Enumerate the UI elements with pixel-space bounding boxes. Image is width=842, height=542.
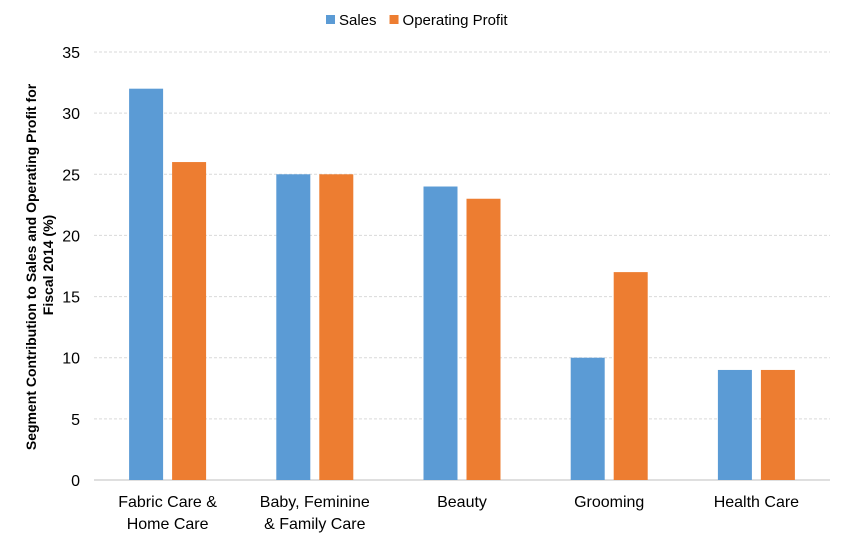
y-axis-title-line-2: Fiscal 2014 (%)	[40, 215, 56, 315]
bar-operating-profit	[466, 198, 501, 480]
y-axis-title: Segment Contribution to Sales and Operat…	[23, 80, 56, 450]
bar-sales	[570, 357, 605, 480]
bar-operating-profit	[760, 369, 795, 480]
x-tick-label: Grooming	[574, 494, 644, 511]
bar-sales	[717, 369, 752, 480]
x-tick-label: Fabric Care & Home Care	[118, 494, 217, 533]
legend-label: Operating Profit	[403, 12, 509, 29]
bar-operating-profit	[172, 162, 207, 481]
x-tick-label-line: Grooming	[574, 494, 644, 511]
x-tick-label-line: Home Care	[127, 516, 209, 533]
bar-sales	[423, 186, 458, 480]
y-tick-label: 5	[71, 412, 80, 429]
y-tick-label: 15	[62, 290, 80, 307]
x-tick-label: Beauty	[437, 494, 487, 511]
y-tick-label: 35	[62, 45, 80, 62]
y-axis-title-line-1: Segment Contribution to Sales and Operat…	[23, 83, 39, 450]
y-tick-label: 10	[62, 351, 80, 368]
legend-swatch	[389, 15, 399, 24]
legend: Sales Operating Profit	[326, 12, 508, 29]
x-tick-label: Health Care	[714, 494, 799, 511]
x-tick-label-line: Beauty	[437, 494, 487, 511]
legend-swatch	[326, 15, 335, 24]
x-tick-labels: Fabric Care & Home Care Baby, Feminine & Fa…	[118, 494, 799, 533]
x-tick-label-line: Baby, Feminine	[260, 494, 370, 511]
bar-sales	[129, 88, 164, 480]
bar-operating-profit	[613, 272, 648, 480]
y-tick-labels: 0 5 10 15 20 25 30 35	[62, 45, 80, 490]
gridlines	[94, 51, 830, 481]
y-tick-label: 0	[71, 473, 80, 490]
x-tick-label-line: Health Care	[714, 494, 799, 511]
y-tick-label: 20	[62, 228, 80, 245]
bars	[129, 88, 795, 481]
y-tick-label: 25	[62, 167, 80, 184]
y-tick-label: 30	[62, 106, 80, 123]
x-tick-label-line: & Family Care	[264, 516, 365, 533]
x-tick-label-line: Fabric Care &	[118, 494, 217, 511]
bar-sales	[276, 174, 311, 481]
legend-label: Sales	[339, 12, 377, 29]
bar-operating-profit	[319, 174, 354, 481]
x-tick-label: Baby, Feminine & Family Care	[260, 494, 370, 533]
